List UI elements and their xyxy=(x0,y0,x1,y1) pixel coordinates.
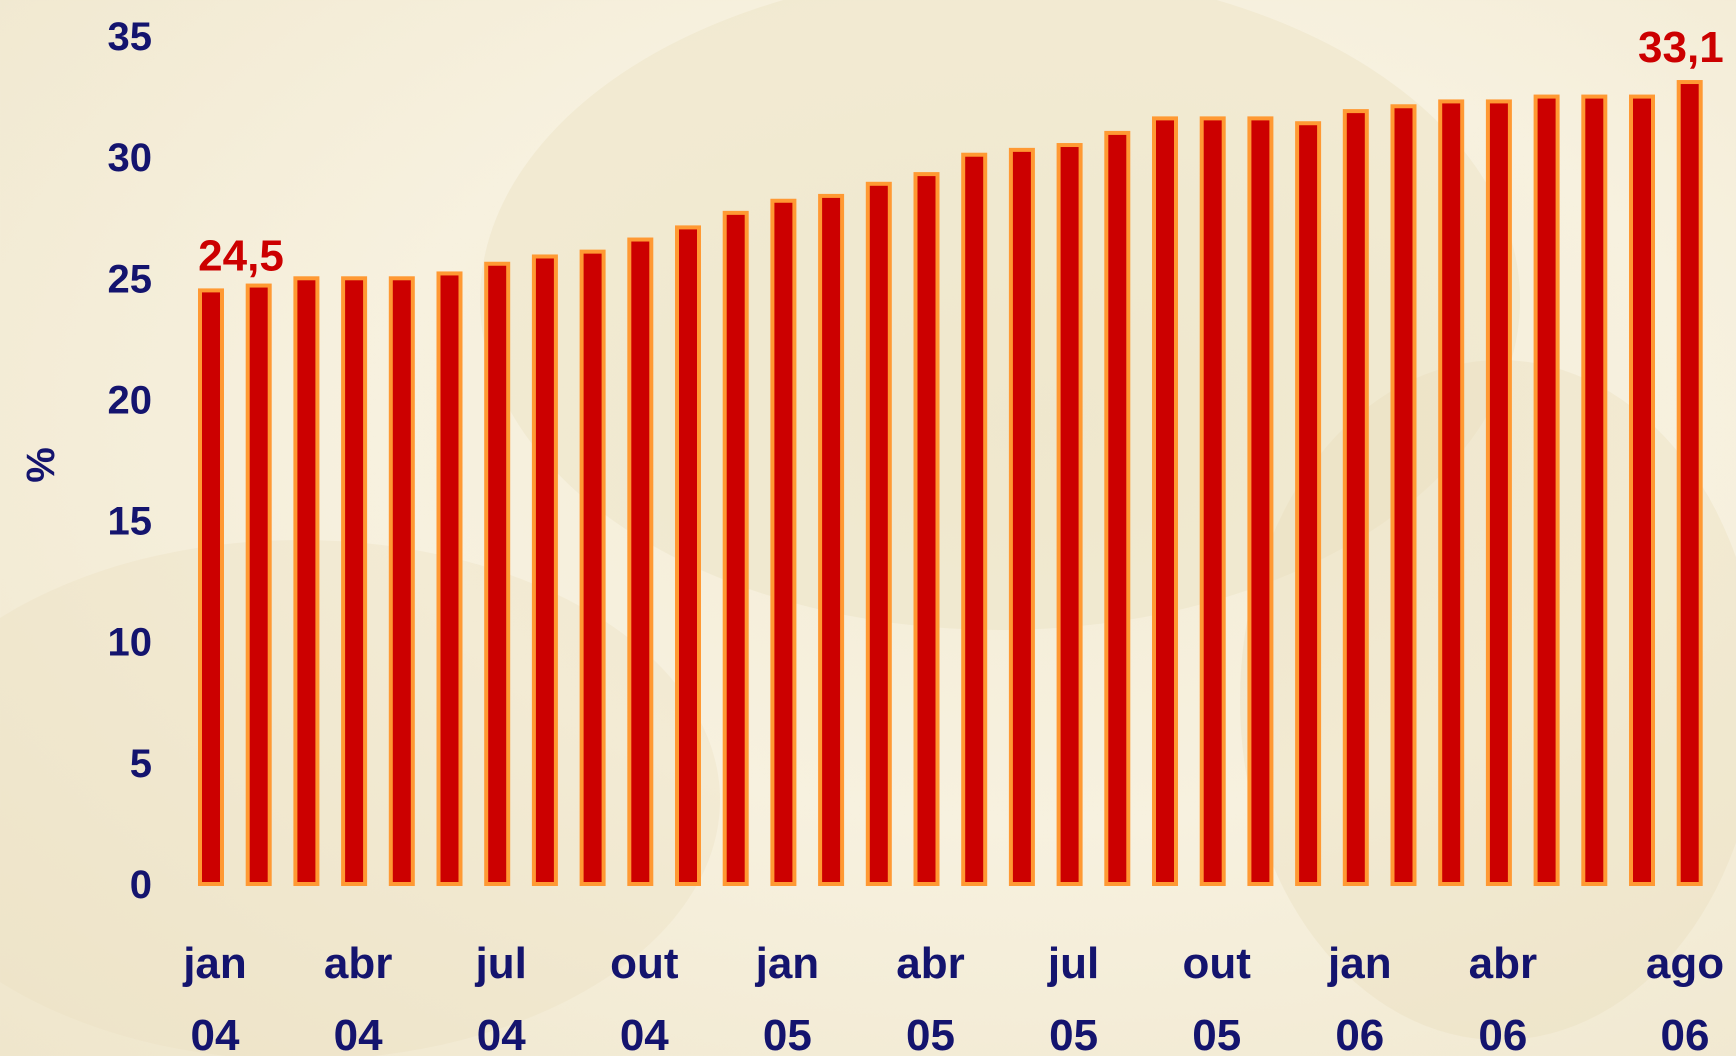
x-tick-label-year: 05 xyxy=(1192,1011,1241,1056)
bar-mai-04 xyxy=(388,276,415,886)
bar-jan-05 xyxy=(770,198,797,887)
x-tick-label-month: out xyxy=(1182,939,1251,988)
bar-abr-06 xyxy=(1485,99,1512,887)
x-axis: jan 04 abr 04 jul 04 out 04 jan 05 abr 05 jul 05 out 05… xyxy=(182,939,1724,1056)
data-label-33-1: 33,1 xyxy=(1638,23,1724,72)
x-tick-label-year: 06 xyxy=(1661,1011,1710,1056)
y-tick-label-0: 0 xyxy=(130,863,152,907)
bar-mar-06 xyxy=(1438,99,1465,887)
bar-jan-04 xyxy=(198,288,224,886)
y-axis: 0 5 10 15 20 25 30 35 xyxy=(108,15,153,907)
bar-dez-04 xyxy=(722,210,749,886)
x-tick-label-month: out xyxy=(610,939,679,988)
bar-jun-04 xyxy=(436,271,463,886)
bar-jul-06 xyxy=(1629,94,1655,887)
bar-fev-04 xyxy=(245,283,272,887)
x-tick-label-month: jul xyxy=(1047,939,1099,988)
bar-abr-04 xyxy=(341,276,368,886)
bar-ago-06 xyxy=(1676,80,1703,886)
y-axis-title: % xyxy=(19,447,63,483)
data-labels: 24,5 33,1 xyxy=(198,23,1724,280)
bar-out-04 xyxy=(627,237,654,886)
bar-dez-05 xyxy=(1295,121,1322,887)
x-tick-label-year: 06 xyxy=(1335,1011,1384,1056)
bar-jul-05 xyxy=(1056,143,1083,886)
bar-mai-05 xyxy=(961,152,988,887)
data-label-24-5: 24,5 xyxy=(198,231,284,280)
x-tick-label-year: 04 xyxy=(191,1011,240,1056)
x-tick-label-month: ago xyxy=(1646,939,1724,988)
bar-mai-06 xyxy=(1533,94,1560,887)
x-tick-label-month: abr xyxy=(896,939,964,988)
bar-jul-04 xyxy=(484,261,511,886)
y-tick-label-35: 35 xyxy=(108,15,153,59)
x-tick-label-year: 05 xyxy=(1049,1011,1098,1056)
x-tick-label-month: jul xyxy=(475,939,527,988)
y-tick-label-25: 25 xyxy=(108,257,153,301)
bar-set-05 xyxy=(1152,116,1178,887)
y-tick-label-10: 10 xyxy=(108,621,153,665)
bar-abr-05 xyxy=(913,172,940,887)
bar-out-05 xyxy=(1199,116,1226,887)
bar-jun-06 xyxy=(1581,94,1608,887)
bar-ago-05 xyxy=(1104,130,1131,886)
x-tick-label-month: jan xyxy=(1327,939,1392,988)
bar-set-04 xyxy=(579,249,606,887)
x-tick-label-year: 04 xyxy=(334,1011,383,1056)
x-tick-label-year: 05 xyxy=(906,1011,955,1056)
y-tick-label-30: 30 xyxy=(108,136,153,180)
x-tick-label-year: 04 xyxy=(477,1011,526,1056)
x-tick-label-year: 04 xyxy=(620,1011,669,1056)
y-tick-label-5: 5 xyxy=(130,742,152,786)
x-tick-label-year: 05 xyxy=(763,1011,812,1056)
y-tick-label-20: 20 xyxy=(108,378,153,422)
bar-jan-06 xyxy=(1342,109,1369,886)
bar-mar-05 xyxy=(865,181,892,886)
bar-ago-04 xyxy=(531,254,558,887)
y-tick-label-15: 15 xyxy=(108,500,153,544)
x-tick-label-month: jan xyxy=(182,939,247,988)
bar-jun-05 xyxy=(1008,147,1035,887)
bar-fev-05 xyxy=(818,193,845,886)
bar-nov-05 xyxy=(1247,116,1274,887)
bar-mar-04 xyxy=(293,276,320,886)
x-tick-label-year: 06 xyxy=(1478,1011,1527,1056)
bars xyxy=(198,80,1703,887)
bar-nov-04 xyxy=(675,225,701,887)
x-tick-label-month: abr xyxy=(324,939,392,988)
x-tick-label-month: jan xyxy=(755,939,820,988)
bar-fev-06 xyxy=(1390,104,1417,886)
x-tick-label-month: abr xyxy=(1469,939,1537,988)
